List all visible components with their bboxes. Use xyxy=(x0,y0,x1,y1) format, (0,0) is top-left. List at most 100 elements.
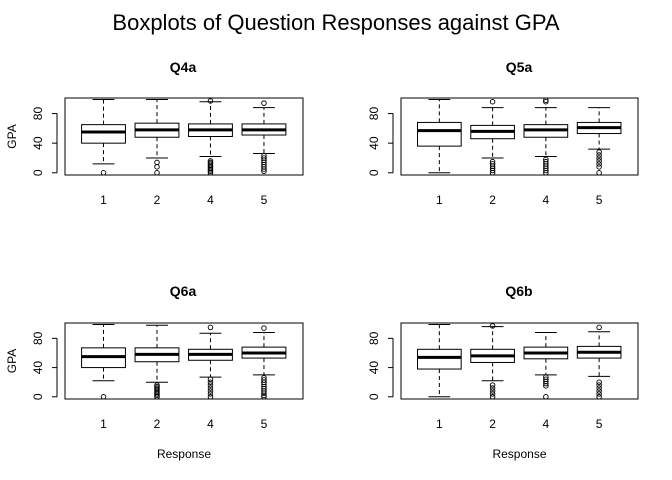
outlier-point xyxy=(596,158,602,164)
x-tick-label: 1 xyxy=(436,193,443,207)
x-tick-label: 1 xyxy=(436,417,443,431)
x-tick-label: 1 xyxy=(100,417,107,431)
outlier-point xyxy=(489,382,496,388)
outlier-point xyxy=(543,374,549,380)
panel-title: Q4a xyxy=(170,59,197,75)
box-4 xyxy=(188,98,233,176)
panel-q5a: Q5a 0 40 80 1 2 4 5 xyxy=(367,59,639,207)
x-tick-label: 5 xyxy=(261,193,268,207)
y-tick-label: 0 xyxy=(31,169,45,176)
outlier-point xyxy=(261,375,267,381)
x-tick-label: 4 xyxy=(543,417,550,431)
plot-frame xyxy=(400,97,639,176)
outlier-point xyxy=(543,158,549,165)
panel-q6b: Q6b 0 40 80 1 2 4 5 Response xyxy=(367,283,639,461)
outlier-point xyxy=(207,324,214,331)
box-4 xyxy=(188,324,233,400)
outlier-point xyxy=(261,152,267,159)
outlier-point xyxy=(261,377,267,383)
outlier-point xyxy=(489,98,496,105)
x-axis-label: Response xyxy=(492,447,546,461)
outlier-point xyxy=(489,388,496,394)
outlier-point xyxy=(207,382,214,388)
outlier-point xyxy=(207,391,214,397)
outlier-point xyxy=(596,385,602,391)
y-tick-label: 0 xyxy=(31,393,45,400)
panel-q6a: Q6a 0 40 80 GPA 1 2 4 5 Response xyxy=(5,283,304,461)
y-tick-label: 0 xyxy=(367,393,381,400)
box-4 xyxy=(523,97,569,176)
box-2 xyxy=(134,324,180,400)
outlier-point xyxy=(207,98,214,104)
outlier-point xyxy=(207,376,214,383)
x-tick-label: 5 xyxy=(596,193,603,207)
outlier-point xyxy=(154,170,160,176)
y-tick-label: 80 xyxy=(31,107,45,121)
outlier-point xyxy=(596,164,602,170)
outlier-point xyxy=(207,379,214,385)
box-2 xyxy=(134,98,180,176)
x-tick-label: 4 xyxy=(207,417,214,431)
outlier-point xyxy=(596,170,602,176)
plot-frame xyxy=(64,322,304,400)
outlier-point xyxy=(207,158,214,164)
outlier-point xyxy=(261,100,267,106)
box-1 xyxy=(417,98,462,174)
outlier-point xyxy=(596,161,602,167)
x-tick-label: 2 xyxy=(154,417,161,431)
box-5 xyxy=(576,324,622,400)
panel-title: Q6b xyxy=(505,283,532,299)
outlier-point xyxy=(596,155,602,161)
outlier-point xyxy=(596,382,602,388)
x-tick-label: 1 xyxy=(100,193,107,207)
box-1 xyxy=(417,323,462,398)
y-tick-label: 80 xyxy=(367,331,381,345)
outlier-point xyxy=(596,152,602,158)
outlier-point xyxy=(207,388,214,394)
outlier-point xyxy=(154,382,160,388)
outlier-point xyxy=(596,379,602,385)
panel-q4a: Q4a 0 40 80 GPA 1 2 4 5 xyxy=(5,59,304,207)
x-tick-label: 2 xyxy=(489,193,496,207)
outlier-point xyxy=(596,394,602,400)
box-body xyxy=(417,348,462,370)
outlier-point xyxy=(489,323,496,329)
outlier-point xyxy=(543,376,549,383)
plot-frame xyxy=(64,97,304,176)
box-5 xyxy=(241,325,287,400)
panel-title: Q5a xyxy=(506,59,533,75)
box-body xyxy=(81,124,126,144)
outlier-point xyxy=(596,388,602,394)
outlier-point xyxy=(489,385,496,391)
y-tick-label: 40 xyxy=(31,136,45,150)
outlier-point xyxy=(489,391,496,397)
box-4 xyxy=(523,332,569,400)
x-axis-label: Response xyxy=(157,447,211,461)
y-tick-label: 0 xyxy=(367,169,381,176)
box-body xyxy=(417,121,462,147)
outlier-point xyxy=(207,385,214,391)
x-tick-label: 4 xyxy=(207,193,214,207)
x-tick-label: 4 xyxy=(543,193,550,207)
figure-title: Boxplots of Question Responses against G… xyxy=(112,10,560,35)
y-tick-label: 40 xyxy=(31,361,45,375)
y-axis-label: GPA xyxy=(5,349,19,373)
box-5 xyxy=(576,107,622,176)
outlier-point xyxy=(100,394,107,400)
outlier-point xyxy=(543,97,549,103)
box-5 xyxy=(241,100,287,175)
outlier-point xyxy=(543,394,549,400)
outlier-point xyxy=(154,159,160,166)
outlier-point xyxy=(543,156,549,163)
x-tick-label: 2 xyxy=(154,193,161,207)
outlier-point xyxy=(261,325,267,331)
x-tick-label: 5 xyxy=(596,417,603,431)
outlier-point xyxy=(261,155,267,161)
outlier-point xyxy=(154,164,160,170)
box-1 xyxy=(81,323,126,400)
outlier-point xyxy=(489,161,496,167)
outlier-point xyxy=(100,170,107,176)
outlier-point xyxy=(596,391,602,397)
